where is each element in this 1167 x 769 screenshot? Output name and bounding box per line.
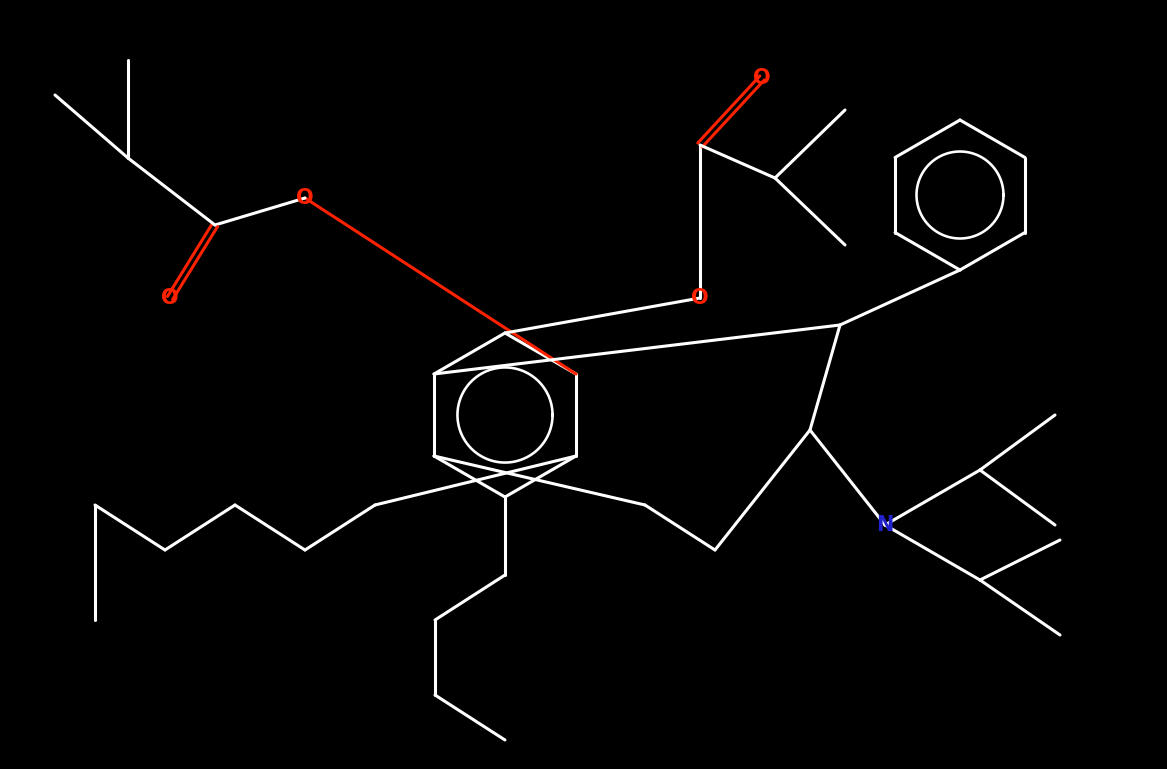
Text: O: O [753,68,771,88]
Text: N: N [876,515,894,535]
Text: O: O [161,288,179,308]
Text: O: O [691,288,708,308]
Text: O: O [296,188,314,208]
